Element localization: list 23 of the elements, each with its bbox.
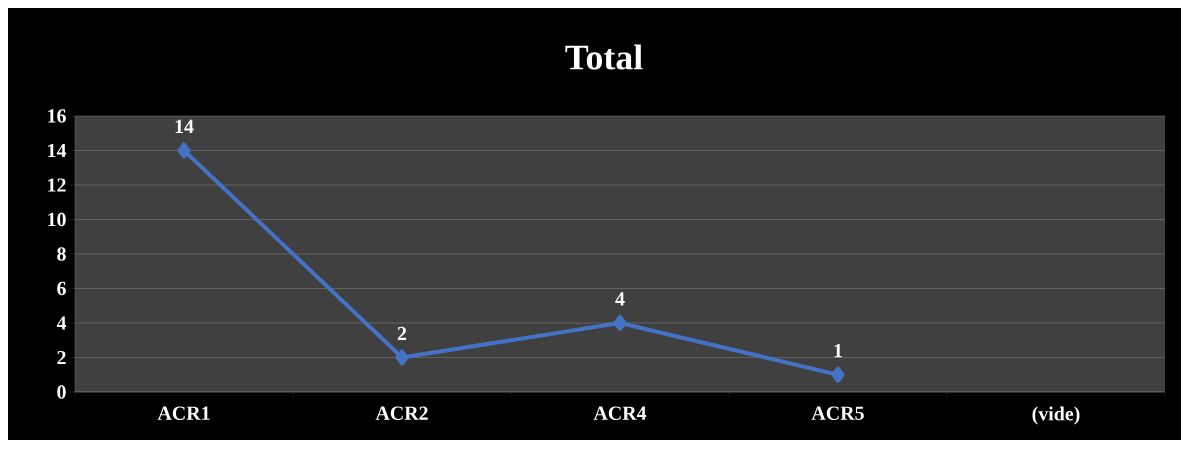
data-label: 4 [615,292,625,306]
point [831,366,845,383]
data-label: 1 [834,344,842,358]
data-label: 14 [175,119,194,133]
point [395,349,409,366]
y-tick-label: 6 [57,281,66,296]
y-tick-label: 12 [48,178,66,192]
y-tick-label: 8 [57,247,66,261]
y-tick-label: 4 [56,316,67,330]
x-tick-label: (vide) [1032,406,1080,425]
x-tick-label: ACR1 [157,406,210,420]
point [177,142,191,159]
y-tick-label: 0 [57,385,66,399]
y-tick-label: 2 [57,350,66,365]
y-tick-label: 16 [48,109,66,123]
point [613,314,627,331]
chart-title: Total [565,44,643,70]
y-tick-label: 14 [48,143,67,158]
data-label: 2 [397,326,407,340]
x-tick-label: ACR5 [811,406,864,420]
y-tick-label: 10 [48,212,66,227]
x-tick-label: ACR4 [593,406,647,420]
x-tick-label: ACR2 [375,406,428,420]
